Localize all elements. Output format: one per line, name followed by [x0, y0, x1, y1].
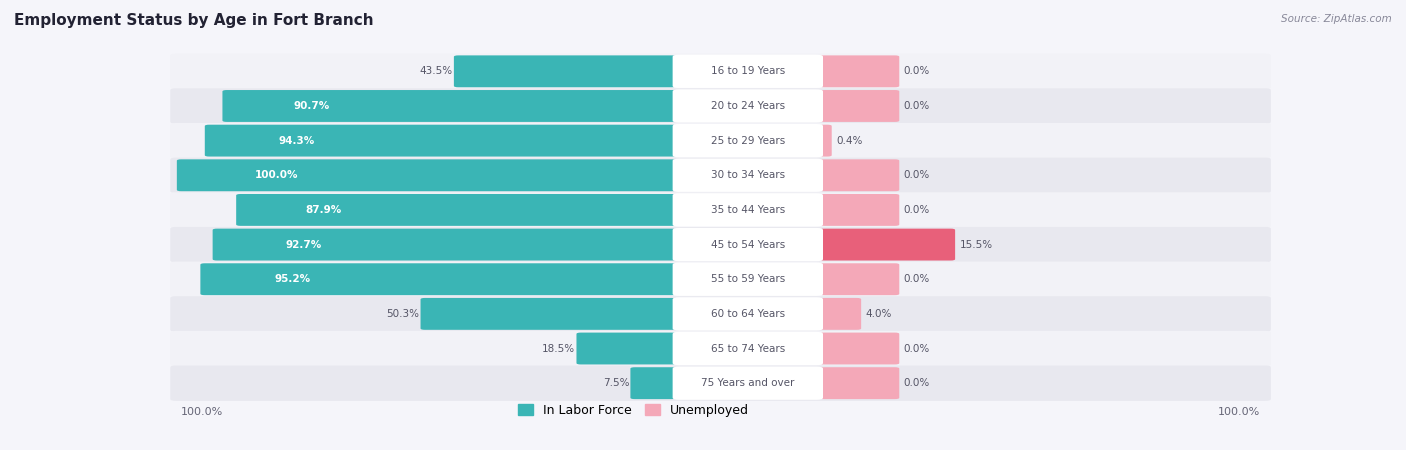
- FancyBboxPatch shape: [170, 158, 1271, 193]
- Text: 7.5%: 7.5%: [603, 378, 630, 388]
- Text: 30 to 34 Years: 30 to 34 Years: [711, 170, 785, 180]
- Text: 100.0%: 100.0%: [1218, 407, 1260, 418]
- FancyBboxPatch shape: [672, 90, 823, 122]
- FancyBboxPatch shape: [672, 228, 823, 261]
- Text: 94.3%: 94.3%: [278, 135, 315, 146]
- FancyBboxPatch shape: [170, 227, 1271, 262]
- Text: 0.0%: 0.0%: [904, 170, 929, 180]
- Text: 25 to 29 Years: 25 to 29 Years: [710, 135, 785, 146]
- Text: 100.0%: 100.0%: [181, 407, 224, 418]
- FancyBboxPatch shape: [420, 298, 676, 330]
- Text: 100.0%: 100.0%: [254, 170, 298, 180]
- Text: 0.0%: 0.0%: [904, 378, 929, 388]
- Text: 0.4%: 0.4%: [837, 135, 862, 146]
- Text: 16 to 19 Years: 16 to 19 Years: [710, 66, 785, 76]
- FancyBboxPatch shape: [222, 90, 676, 122]
- Text: 35 to 44 Years: 35 to 44 Years: [710, 205, 785, 215]
- FancyBboxPatch shape: [820, 229, 955, 261]
- Text: Employment Status by Age in Fort Branch: Employment Status by Age in Fort Branch: [14, 14, 374, 28]
- Text: 20 to 24 Years: 20 to 24 Years: [711, 101, 785, 111]
- FancyBboxPatch shape: [170, 192, 1271, 228]
- FancyBboxPatch shape: [820, 333, 900, 365]
- Text: 95.2%: 95.2%: [274, 274, 311, 284]
- FancyBboxPatch shape: [170, 331, 1271, 366]
- FancyBboxPatch shape: [170, 365, 1271, 401]
- FancyBboxPatch shape: [820, 263, 900, 295]
- FancyBboxPatch shape: [820, 90, 900, 122]
- Text: 0.0%: 0.0%: [904, 66, 929, 76]
- FancyBboxPatch shape: [672, 263, 823, 296]
- FancyBboxPatch shape: [820, 125, 832, 157]
- Text: 90.7%: 90.7%: [294, 101, 330, 111]
- Text: 0.0%: 0.0%: [904, 205, 929, 215]
- Text: 75 Years and over: 75 Years and over: [702, 378, 794, 388]
- Text: 43.5%: 43.5%: [419, 66, 453, 76]
- FancyBboxPatch shape: [170, 296, 1271, 332]
- Text: 0.0%: 0.0%: [904, 274, 929, 284]
- FancyBboxPatch shape: [672, 297, 823, 330]
- FancyBboxPatch shape: [820, 298, 860, 330]
- Text: 4.0%: 4.0%: [866, 309, 891, 319]
- Text: 50.3%: 50.3%: [387, 309, 419, 319]
- Text: 55 to 59 Years: 55 to 59 Years: [710, 274, 785, 284]
- Text: 18.5%: 18.5%: [543, 343, 575, 354]
- FancyBboxPatch shape: [672, 124, 823, 157]
- Text: Source: ZipAtlas.com: Source: ZipAtlas.com: [1281, 14, 1392, 23]
- Text: 92.7%: 92.7%: [285, 239, 322, 250]
- FancyBboxPatch shape: [454, 55, 676, 87]
- FancyBboxPatch shape: [205, 125, 676, 157]
- Legend: In Labor Force, Unemployed: In Labor Force, Unemployed: [513, 399, 754, 422]
- Text: 0.0%: 0.0%: [904, 343, 929, 354]
- FancyBboxPatch shape: [672, 159, 823, 192]
- FancyBboxPatch shape: [820, 55, 900, 87]
- FancyBboxPatch shape: [672, 194, 823, 226]
- FancyBboxPatch shape: [170, 123, 1271, 158]
- Text: 65 to 74 Years: 65 to 74 Years: [710, 343, 785, 354]
- Text: 15.5%: 15.5%: [959, 239, 993, 250]
- Text: 45 to 54 Years: 45 to 54 Years: [710, 239, 785, 250]
- FancyBboxPatch shape: [820, 194, 900, 226]
- Text: 87.9%: 87.9%: [305, 205, 342, 215]
- FancyBboxPatch shape: [820, 159, 900, 191]
- FancyBboxPatch shape: [630, 367, 676, 399]
- FancyBboxPatch shape: [212, 229, 676, 261]
- FancyBboxPatch shape: [177, 159, 676, 191]
- FancyBboxPatch shape: [170, 88, 1271, 124]
- FancyBboxPatch shape: [170, 54, 1271, 89]
- Text: 0.0%: 0.0%: [904, 101, 929, 111]
- FancyBboxPatch shape: [820, 367, 900, 399]
- FancyBboxPatch shape: [201, 263, 676, 295]
- FancyBboxPatch shape: [236, 194, 676, 226]
- FancyBboxPatch shape: [170, 261, 1271, 297]
- FancyBboxPatch shape: [672, 332, 823, 365]
- FancyBboxPatch shape: [672, 55, 823, 88]
- FancyBboxPatch shape: [672, 367, 823, 400]
- FancyBboxPatch shape: [576, 333, 676, 365]
- Text: 60 to 64 Years: 60 to 64 Years: [711, 309, 785, 319]
